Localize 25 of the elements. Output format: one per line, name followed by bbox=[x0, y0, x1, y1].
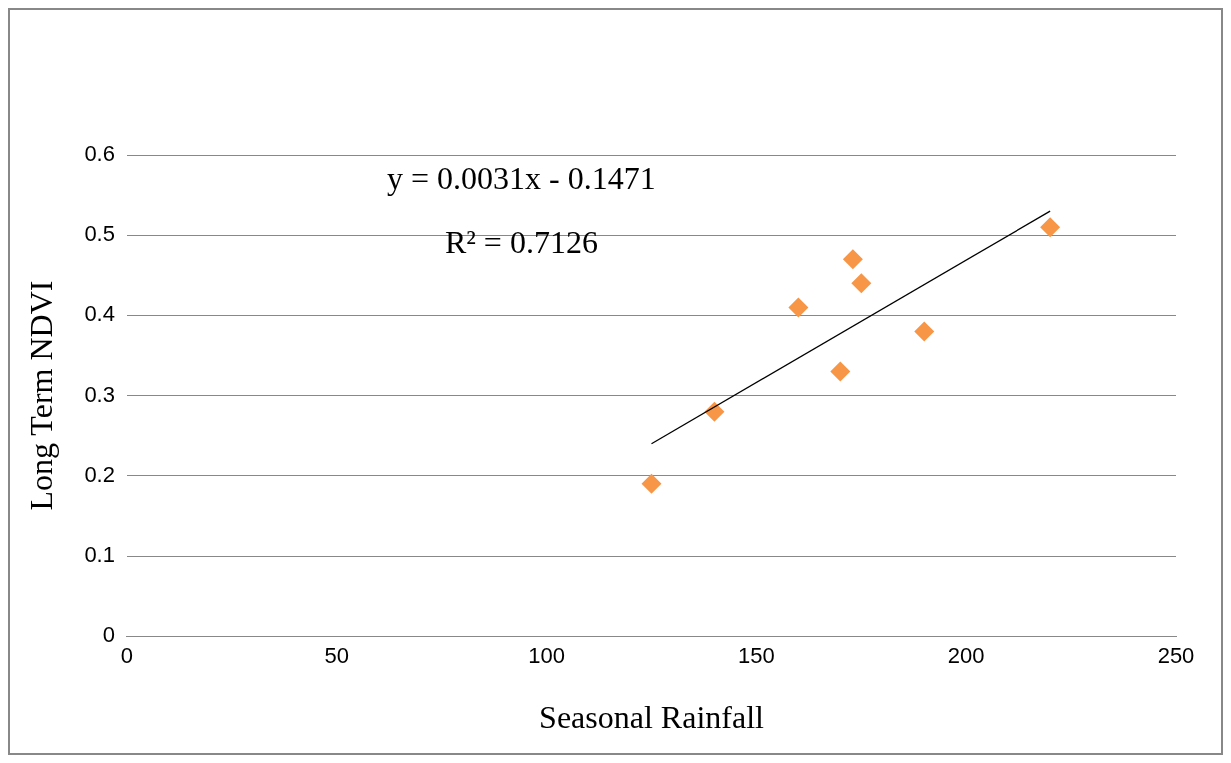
point bbox=[851, 273, 872, 294]
y-tick-label: 0.6 bbox=[84, 141, 115, 167]
y-tick-label: 0.2 bbox=[84, 461, 115, 487]
x-tick-label: 200 bbox=[947, 643, 985, 669]
x-axis-title: Seasonal Rainfall bbox=[539, 699, 765, 736]
point bbox=[842, 249, 863, 270]
x-tick-label: 100 bbox=[528, 643, 565, 669]
y-tick-label: 0.4 bbox=[84, 301, 115, 327]
point bbox=[914, 321, 935, 342]
y-tick-label: 0.3 bbox=[84, 381, 115, 407]
annotation: y = 0.0031x - 0.1471 bbox=[387, 160, 656, 197]
x-tick-label: 50 bbox=[324, 643, 350, 669]
y-axis-title: Long Term NDVI bbox=[22, 280, 59, 511]
x-tick-label: 0 bbox=[120, 643, 134, 669]
x-tick-label: 150 bbox=[738, 643, 775, 669]
point bbox=[704, 401, 725, 422]
x-tick-label: 250 bbox=[1157, 643, 1195, 669]
annotation: R² = 0.7126 bbox=[444, 224, 598, 261]
y-tick-label: 0 bbox=[102, 622, 115, 648]
point bbox=[641, 473, 662, 494]
point bbox=[1040, 217, 1061, 238]
y-tick-label: 0.1 bbox=[84, 542, 115, 568]
point bbox=[788, 297, 809, 318]
point bbox=[830, 361, 851, 382]
y-tick-label: 0.5 bbox=[84, 221, 115, 247]
